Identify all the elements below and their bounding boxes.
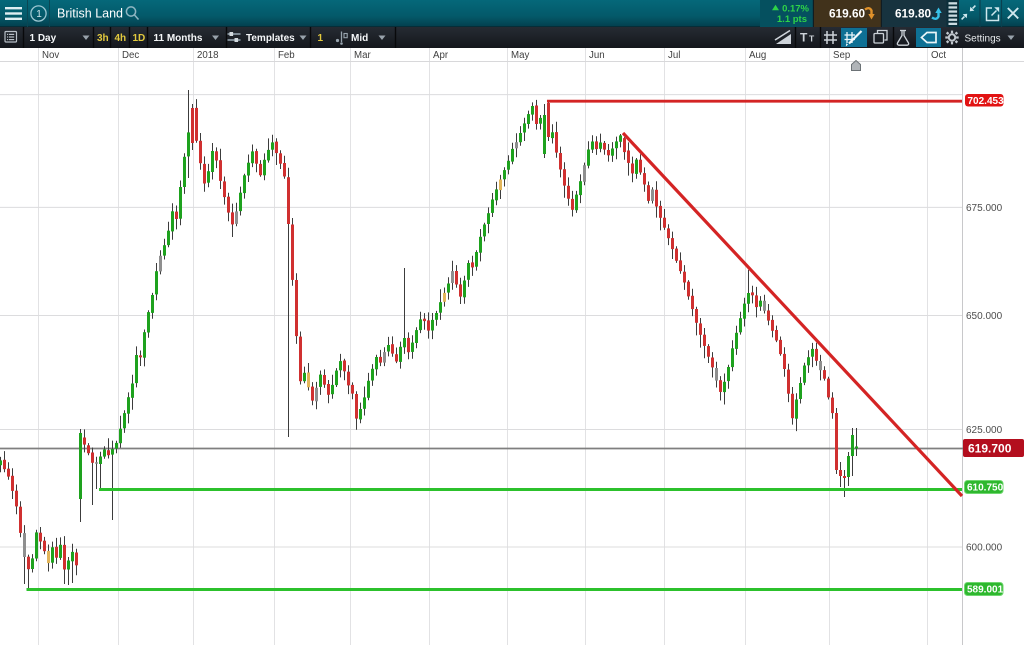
svg-text:619.700: 619.700 [968,442,1012,456]
svg-text:3h: 3h [97,33,109,44]
svg-text:619.80: 619.80 [895,7,932,21]
svg-text:2018: 2018 [197,50,219,61]
svg-text:Settings: Settings [965,34,1001,45]
svg-text:675.000: 675.000 [966,203,1003,214]
svg-text:Oct: Oct [931,50,946,61]
svg-text:Apr: Apr [433,50,449,61]
svg-text:0.17%: 0.17% [782,4,809,15]
svg-text:1D: 1D [133,33,146,44]
svg-text:589.001: 589.001 [967,585,1004,596]
svg-text:T: T [809,34,815,44]
svg-text:Feb: Feb [278,50,295,61]
svg-text:Templates: Templates [246,33,295,44]
svg-text:600.000: 600.000 [966,543,1003,554]
svg-text:Jul: Jul [668,50,680,61]
svg-text:May: May [511,50,529,61]
svg-text:1 Day: 1 Day [30,33,57,44]
svg-text:Dec: Dec [122,50,139,61]
svg-text:4h: 4h [115,33,127,44]
svg-text:British Land: British Land [57,7,123,21]
svg-text:1.1 pts: 1.1 pts [777,14,807,25]
svg-text:Sep: Sep [833,50,850,61]
svg-text:Mid: Mid [351,33,368,44]
svg-text:625.000: 625.000 [966,425,1003,436]
svg-text:Nov: Nov [42,50,59,61]
svg-text:T: T [800,31,808,45]
svg-text:1: 1 [318,33,324,44]
svg-text:702.453: 702.453 [968,96,1005,107]
svg-text:1: 1 [36,9,42,20]
svg-text:650.000: 650.000 [966,311,1003,322]
svg-text:Mar: Mar [354,50,371,61]
svg-text:619.60: 619.60 [829,7,866,21]
svg-text:610.750: 610.750 [967,483,1004,494]
svg-text:Aug: Aug [749,50,766,61]
svg-text:Jun: Jun [589,50,605,61]
svg-text:11 Months: 11 Months [154,33,203,44]
